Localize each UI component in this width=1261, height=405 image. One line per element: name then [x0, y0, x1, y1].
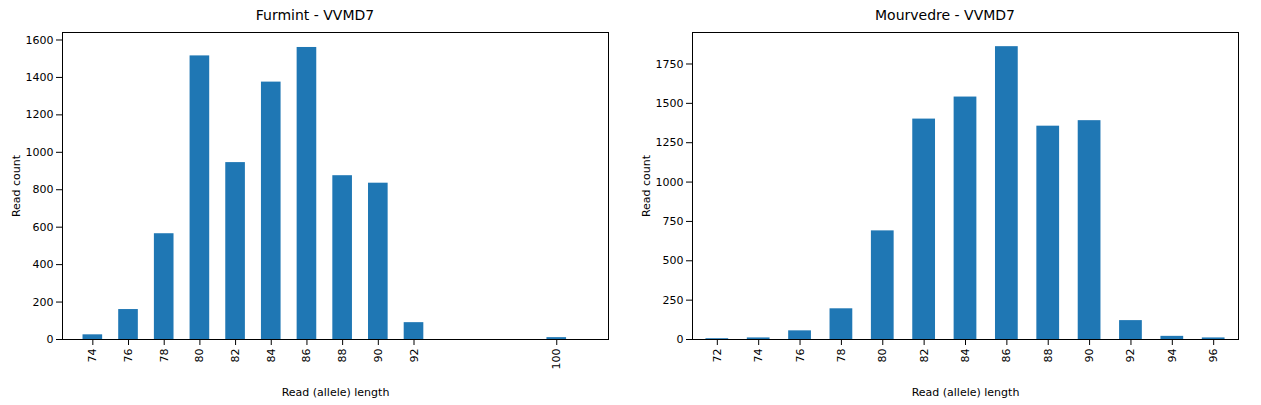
svg-text:84: 84 [959, 349, 972, 363]
svg-text:200: 200 [33, 296, 54, 309]
html-text:Furmint - VVMD7: Furmint - VVMD7 [255, 7, 375, 23]
svg-text:90: 90 [1083, 349, 1096, 363]
svg-text:600: 600 [33, 221, 54, 234]
svg-text:78: 78 [158, 349, 171, 363]
svg-text:Read (allele) length: Read (allele) length [282, 386, 390, 399]
svg-text:Read count: Read count [640, 154, 653, 217]
svg-text:88: 88 [336, 349, 349, 363]
svg-text:80: 80 [193, 349, 206, 363]
svg-text:100: 100 [550, 349, 563, 370]
svg-text:1000: 1000 [656, 176, 684, 189]
svg-text:72: 72 [711, 349, 724, 363]
svg-text:0: 0 [47, 333, 54, 346]
svg-text:1200: 1200 [26, 108, 54, 121]
svg-text:74: 74 [752, 349, 765, 363]
svg-text:500: 500 [663, 254, 684, 267]
svg-text:76: 76 [794, 349, 807, 363]
svg-text:82: 82 [918, 349, 931, 363]
svg-text:78: 78 [835, 349, 848, 363]
svg-text:96: 96 [1207, 349, 1220, 363]
svg-text:86: 86 [300, 349, 313, 363]
svg-text:0: 0 [677, 333, 684, 346]
svg-text:Read count: Read count [10, 154, 23, 217]
svg-text:1000: 1000 [26, 146, 54, 159]
svg-text:92: 92 [408, 349, 421, 363]
svg-text:82: 82 [229, 349, 242, 363]
svg-text:94: 94 [1166, 349, 1179, 363]
svg-text:1250: 1250 [656, 136, 684, 149]
svg-text:400: 400 [33, 258, 54, 271]
svg-text:74: 74 [86, 349, 99, 363]
svg-text:88: 88 [1042, 349, 1055, 363]
html-text:Mourvedre - VVMD7: Mourvedre - VVMD7 [875, 7, 1015, 23]
svg-text:80: 80 [876, 349, 889, 363]
svg-text:1750: 1750 [656, 58, 684, 71]
svg-text:250: 250 [663, 294, 684, 307]
svg-text:1500: 1500 [656, 97, 684, 110]
svg-text:800: 800 [33, 183, 54, 196]
svg-text:750: 750 [663, 215, 684, 228]
svg-text:Read (allele) length: Read (allele) length [912, 386, 1020, 399]
svg-text:86: 86 [1000, 349, 1013, 363]
svg-text:1400: 1400 [26, 71, 54, 84]
svg-text:90: 90 [372, 349, 385, 363]
svg-text:92: 92 [1124, 349, 1137, 363]
svg-text:76: 76 [122, 349, 135, 363]
svg-text:1600: 1600 [26, 34, 54, 47]
svg-text:84: 84 [265, 349, 278, 363]
